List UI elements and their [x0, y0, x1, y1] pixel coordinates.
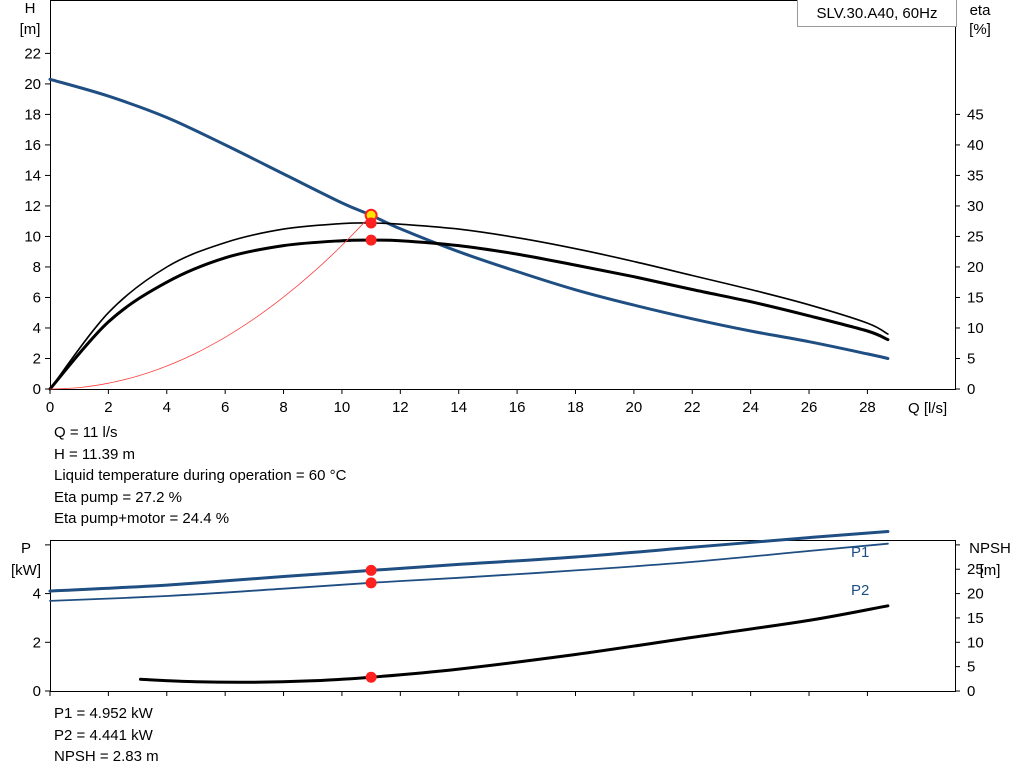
x-tick-label: 28 [859, 399, 876, 416]
left-tick-label: 4 [33, 320, 41, 337]
bottom-left-axis-label: P [21, 540, 31, 557]
series-head-line [48, 77, 890, 360]
info-p2: P2 = 4.441 kW [54, 726, 153, 744]
left-tick-label: 12 [24, 198, 41, 215]
power-npsh-chart: P [kW] NPSH [m] P1 P2 0 2 4 0 5 10 15 20 25 [11, 530, 1011, 700]
info-npsh: NPSH = 2.83 m [54, 748, 159, 765]
x-tick-label: 26 [801, 399, 818, 416]
duty-point-info: Q = 11 l/s H = 11.39 m Liquid temperatur… [54, 422, 346, 530]
left-tick-label: 2 [33, 350, 41, 367]
x-tick-label: 0 [46, 399, 54, 416]
series-eta-pump-line [49, 222, 889, 390]
left-tick-label: 14 [24, 167, 41, 184]
right-tick-label: 20 [967, 259, 984, 276]
x-tick-label: 8 [279, 399, 287, 416]
right-tick-label: 15 [967, 289, 984, 306]
top-x-axis-label: Q [l/s] [908, 400, 947, 417]
power-info: P1 = 4.952 kW P2 = 4.441 kW NPSH = 2.83 … [54, 703, 159, 768]
left-tick-label: 2 [33, 634, 41, 651]
right-tick-label: 0 [967, 683, 975, 700]
duty-point-marker [365, 217, 377, 229]
info-head: H = 11.39 m [54, 445, 136, 463]
x-tick-label: 14 [450, 399, 467, 416]
bottom-plot-frame [50, 540, 956, 692]
x-tick-label: 12 [392, 399, 409, 416]
info-flow: Q = 11 l/s [54, 424, 118, 441]
left-tick-label: 18 [24, 106, 41, 123]
left-tick-label: 6 [33, 289, 41, 306]
right-tick-label: 40 [967, 137, 984, 154]
right-tick-label: 10 [967, 320, 984, 337]
pump-model-label: SLV.30.A40, 60Hz [797, 0, 957, 27]
left-tick-label: 22 [24, 45, 41, 62]
series-p1-line [48, 530, 890, 593]
left-tick-label: 10 [24, 228, 41, 245]
x-tick-label: 20 [626, 399, 643, 416]
series-eta-pump-motor-line [48, 238, 890, 391]
bottom-left-ticks: 0 2 4 [33, 544, 50, 700]
bottom-right-axis-unit: [m] [980, 562, 1001, 579]
right-tick-label: 35 [967, 167, 984, 184]
bottom-duty-points [365, 564, 377, 683]
left-tick-label: 16 [24, 137, 41, 154]
right-tick-label: 45 [967, 106, 984, 123]
right-tick-label: 25 [967, 561, 984, 578]
series-p2-line [49, 542, 889, 602]
series-npsh-line [139, 604, 890, 684]
top-duty-points [364, 208, 378, 246]
top-left-axis-unit: [m] [20, 21, 41, 38]
right-tick-label: 10 [967, 634, 984, 651]
left-tick-label: 8 [33, 259, 41, 276]
duty-point-marker [365, 671, 377, 683]
left-tick-label: 20 [24, 76, 41, 93]
head-efficiency-chart: H [m] eta [%] Q [l/s] 0 2 4 6 8 10 12 14 16 18 20 2… [20, 0, 992, 417]
x-tick-label: 16 [509, 399, 526, 416]
right-tick-label: 5 [967, 350, 975, 367]
x-tick-label: 24 [742, 399, 759, 416]
right-tick-label: 25 [967, 228, 984, 245]
top-series [48, 77, 890, 391]
left-tick-label: 0 [33, 683, 41, 700]
right-tick-label: 20 [967, 586, 984, 603]
series-system-curve-line [49, 214, 372, 390]
duty-point-marker [365, 577, 377, 589]
info-eta-pump: Eta pump = 27.2 % [54, 488, 182, 506]
info-liquid-temperature: Liquid temperature during operation = 60… [54, 467, 347, 484]
left-tick-label: 4 [33, 586, 41, 603]
x-tick-label: 22 [684, 399, 701, 416]
top-left-axis-label: H [25, 0, 36, 17]
left-tick-label: 0 [33, 381, 41, 398]
top-plot-frame [50, 0, 956, 390]
right-tick-label: 0 [967, 381, 975, 398]
x-tick-label: 4 [163, 399, 171, 416]
bottom-series [48, 530, 890, 696]
bottom-right-ticks: 0 5 10 15 20 25 [955, 544, 984, 700]
info-p1: P1 = 4.952 kW [54, 705, 153, 722]
x-tick-label: 6 [221, 399, 229, 416]
bottom-right-axis-label: NPSH [969, 540, 1011, 557]
x-tick-label: 18 [567, 399, 584, 416]
series-label-p2: P2 [851, 582, 869, 599]
right-tick-label: 30 [967, 198, 984, 215]
duty-point-marker [365, 234, 377, 246]
top-right-axis-unit: [%] [969, 21, 991, 38]
top-right-ticks: 0 5 10 15 20 25 30 35 40 45 [955, 106, 984, 398]
top-x-ticks: 0 2 4 6 8 10 12 14 16 18 20 22 24 26 28 [46, 389, 876, 416]
info-eta-pump-motor: Eta pump+motor = 24.4 % [54, 510, 230, 527]
duty-point-marker [365, 564, 377, 576]
bottom-left-axis-unit: [kW] [11, 562, 41, 579]
top-right-axis-label: eta [970, 2, 992, 19]
right-tick-label: 15 [967, 610, 984, 627]
right-tick-label: 5 [967, 659, 975, 676]
x-tick-label: 2 [104, 399, 112, 416]
series-label-p1: P1 [851, 544, 869, 561]
x-tick-label: 10 [334, 399, 351, 416]
top-left-ticks: 0 2 4 6 8 10 12 14 16 18 20 22 [24, 45, 50, 398]
